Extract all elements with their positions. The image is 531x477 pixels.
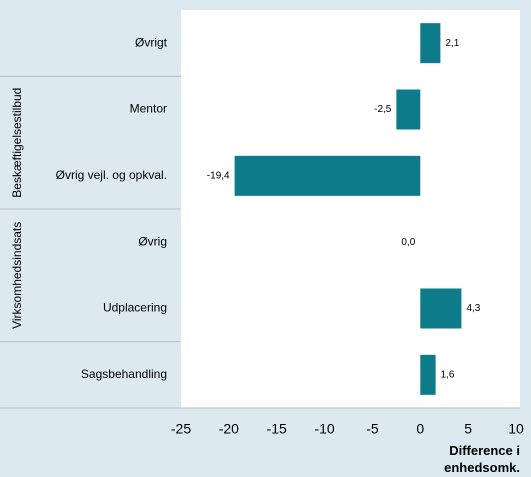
x-tick-label: -5 xyxy=(366,421,379,437)
y-tick-label: Mentor xyxy=(130,102,167,116)
bar xyxy=(420,288,462,329)
x-axis-label: Difference i enhedsomk. xyxy=(444,443,520,475)
x-tick-label: -20 xyxy=(219,421,239,437)
value-label: -19,4 xyxy=(207,170,230,181)
value-label: 0,0 xyxy=(401,237,415,248)
value-label: 4,3 xyxy=(466,303,480,314)
y-tick-label: Øvrigt xyxy=(135,35,168,49)
y-tick-label: Udplacering xyxy=(103,301,167,315)
value-label: 1,6 xyxy=(441,369,455,380)
bar xyxy=(420,354,436,395)
bar xyxy=(234,155,421,196)
x-tick-label: -15 xyxy=(267,421,287,437)
y-tick-label: Øvrig xyxy=(138,234,167,248)
value-label: 2,1 xyxy=(445,38,459,49)
x-tick-label: 0 xyxy=(416,421,424,437)
group-label: Virksomhedsindsats xyxy=(10,222,24,329)
group-label: Beskæftigelsestilbud xyxy=(10,88,24,198)
bar xyxy=(420,23,441,64)
bar xyxy=(396,89,421,130)
y-tick-label: Øvrig vejl. og opkval. xyxy=(56,168,167,182)
x-tick-label: 10 xyxy=(508,421,524,437)
plot-area xyxy=(181,10,520,408)
x-tick-label: -25 xyxy=(171,421,191,437)
x-tick-label: -10 xyxy=(314,421,334,437)
value-label: -2,5 xyxy=(374,104,392,115)
x-tick-label: 5 xyxy=(464,421,472,437)
y-tick-label: Sagsbehandling xyxy=(81,367,167,381)
